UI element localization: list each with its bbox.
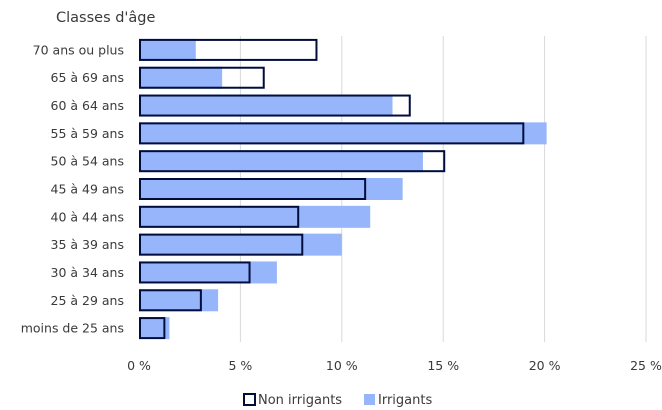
bar-non-irrigants-5 [139, 178, 367, 200]
bar-non-irrigants-9 [139, 289, 202, 312]
bar-non-irrigants-8 [139, 261, 251, 284]
y-axis-title: Classes d'âge [56, 10, 156, 26]
bar-irrigants-6 [139, 205, 371, 228]
x-tick-label-4: 20 % [529, 358, 561, 373]
bar-non-irrigants-4 [139, 150, 446, 173]
bar-irrigants-0 [139, 38, 196, 61]
category-label-10: moins de 25 ans [21, 321, 124, 336]
x-tick-label-3: 15 % [427, 358, 459, 373]
category-label-2: 60 à 64 ans [51, 98, 125, 113]
legend-label-irrigants: Irrigants [378, 393, 432, 408]
bar-irrigants-3 [139, 122, 547, 145]
bar-non-irrigants-6 [139, 205, 300, 228]
x-tick-labels: 0 % 5 % 10 % 15 % 20 % 25 % [127, 358, 662, 373]
category-label-1: 65 à 69 ans [51, 70, 125, 85]
bar-irrigants-7 [139, 233, 342, 256]
bar-non-irrigants-1 [139, 66, 265, 89]
bar-non-irrigants-3 [139, 122, 525, 145]
bar-irrigants-5 [139, 178, 403, 200]
category-label-6: 40 à 44 ans [51, 209, 125, 224]
category-label-0: 70 ans ou plus [33, 42, 124, 57]
bar-irrigants-2 [139, 94, 393, 117]
category-label-9: 25 à 29 ans [51, 293, 125, 308]
category-label-4: 50 à 54 ans [51, 154, 125, 169]
category-label-8: 30 à 34 ans [51, 265, 125, 280]
x-tick-label-0: 0 % [127, 358, 151, 373]
bar-irrigants-9 [139, 289, 219, 312]
bar-irrigants-4 [139, 150, 423, 173]
bar-non-irrigants-2 [139, 94, 411, 117]
category-label-7: 35 à 39 ans [51, 237, 125, 252]
category-labels: 70 ans ou plus 65 à 69 ans 60 à 64 ans 55 à… [21, 42, 124, 335]
bar-non-irrigants-10 [139, 317, 166, 340]
gridlines [239, 36, 647, 342]
x-tick-label-1: 5 % [228, 358, 252, 373]
legend: Non irrigants Irrigants [243, 393, 432, 408]
bar-non-irrigants-7 [139, 233, 304, 256]
bar-irrigants-1 [139, 66, 223, 89]
bar-irrigants-10 [139, 317, 170, 340]
category-label-3: 55 à 59 ans [51, 126, 125, 141]
legend-label-non-irrigants: Non irrigants [258, 393, 342, 408]
x-tick-label-2: 10 % [326, 358, 358, 373]
category-label-5: 45 à 49 ans [51, 182, 125, 197]
legend-swatch-non-irrigants [243, 393, 256, 406]
x-tick-label-5: 25 % [630, 358, 662, 373]
bar-non-irrigants-0 [139, 38, 318, 61]
legend-swatch-irrigants [364, 394, 375, 405]
bar-irrigants-8 [139, 261, 277, 284]
bars [139, 38, 547, 340]
